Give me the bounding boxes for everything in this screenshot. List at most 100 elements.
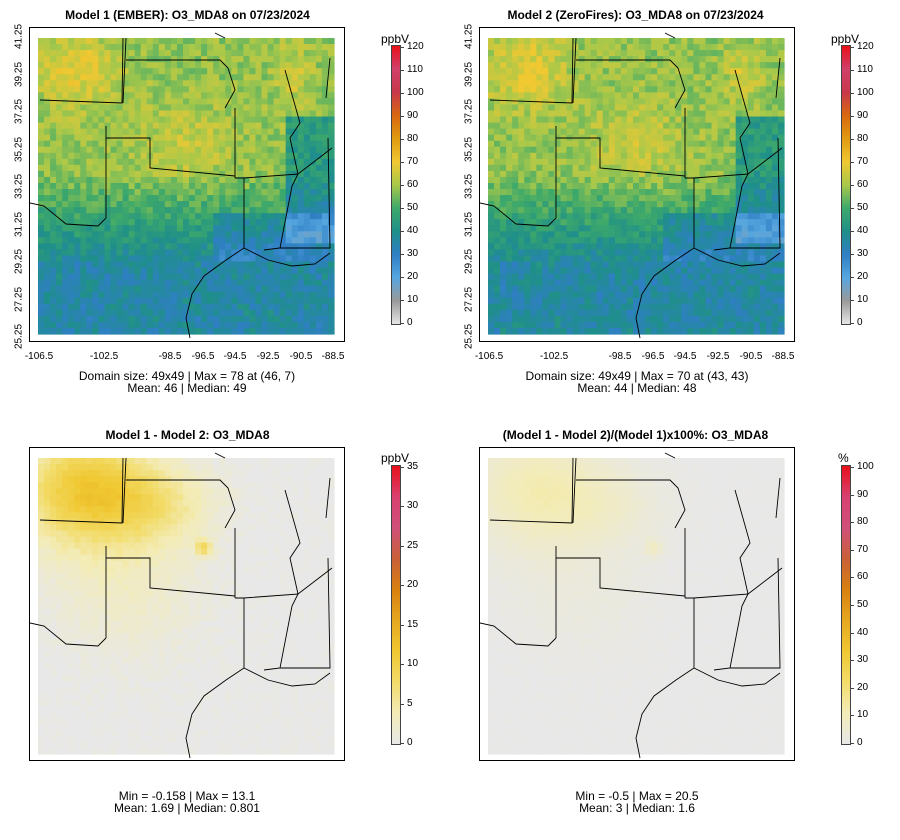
x-tick-label: -102.5 (539, 351, 569, 362)
colorbar-tick-label: 20 (857, 681, 869, 693)
colorbar-tick-label: 120 (857, 41, 874, 52)
colorbar-tick-mark (851, 467, 854, 468)
colorbar-unit: % (838, 451, 849, 465)
grid-cells (38, 458, 335, 755)
colorbar-tick-label: 0 (857, 317, 863, 328)
colorbar-tick-mark (401, 208, 404, 209)
colorbar-tick-mark (851, 743, 854, 744)
colorbar-tick-label: 120 (407, 41, 424, 52)
colorbar-tick-mark (851, 231, 854, 232)
colorbar-tick-label: 5 (407, 697, 413, 709)
colorbar-tick-mark (401, 70, 404, 71)
colorbar-tick-label: 20 (857, 271, 869, 282)
colorbar-tick-label: 35 (407, 461, 419, 472)
y-tick-label: 37.25 (13, 98, 25, 125)
stats-line-1: Domain size: 49x49 | Max = 78 at (46, 7) (78, 369, 296, 383)
colorbar-tick-label: 15 (407, 618, 419, 630)
x-tick-label: -88.5 (321, 351, 345, 362)
colorbar-tick-label: 110 (857, 64, 873, 75)
colorbar-tick-label: 60 (857, 179, 869, 190)
colorbar-tick-label: 110 (407, 64, 423, 75)
colorbar-tick-label: 40 (407, 225, 419, 236)
colorbar-tick-mark (851, 139, 854, 140)
colorbar-tick-mark (851, 162, 854, 163)
state-boundaries (480, 452, 783, 759)
colorbar-tick-label: 10 (407, 658, 419, 670)
y-tick-label: 27.25 (13, 286, 25, 312)
x-tick-label: -98.5 (608, 351, 632, 362)
y-tick-label: 31.25 (13, 211, 25, 237)
y-tick-label: 29.25 (463, 248, 475, 275)
y-tick-label: 27.25 (463, 286, 475, 312)
colorbar-tick-label: 30 (407, 248, 419, 259)
y-tick-label: 39.25 (13, 61, 25, 87)
colorbar (391, 45, 401, 325)
x-tick-label: -92.5 (256, 351, 280, 362)
map-raster (30, 452, 335, 759)
map-frame (479, 27, 795, 342)
colorbar-tick-mark (851, 323, 854, 324)
colorbar-tick-mark (851, 185, 854, 186)
y-tick-label: 31.25 (463, 211, 475, 237)
colorbar-tick-label: 10 (407, 294, 419, 305)
colorbar-tick-mark (401, 300, 404, 301)
colorbar-tick-label: 40 (857, 225, 869, 236)
colorbar-tick-label: 40 (857, 626, 869, 638)
colorbar-tick-mark (401, 93, 404, 94)
colorbar-unit: ppbV (381, 451, 410, 465)
colorbar-tick-mark (401, 231, 404, 232)
colorbar-tick-mark (851, 522, 854, 524)
stats-line-2: Mean: 3 | Median: 1.6 (579, 801, 695, 815)
colorbar-tick-mark (851, 715, 854, 717)
x-tick-label: -90.5 (289, 351, 313, 362)
colorbar-tick-label: 30 (407, 500, 419, 512)
colorbar-tick-mark (401, 162, 404, 163)
colorbar-tick-mark (401, 47, 404, 48)
colorbar-tick-label: 50 (857, 202, 869, 213)
colorbar-tick-mark (851, 577, 854, 579)
stats-line-1: Min = -0.158 | Max = 13.1 (118, 789, 256, 803)
colorbar-tick-mark (851, 660, 854, 662)
panel-title: Model 1 (EMBER): O3_MDA8 on 07/23/2024 (65, 8, 310, 22)
colorbar-tick-mark (851, 687, 854, 689)
x-tick-label: -102.5 (89, 351, 119, 362)
colorbar-tick-mark (401, 585, 404, 587)
colorbar-tick-mark (851, 494, 854, 496)
colorbar-tick-mark (401, 277, 404, 278)
colorbar-tick-label: 0 (857, 737, 863, 748)
colorbar-tick-label: 80 (857, 516, 869, 528)
stats-line-1: Min = -0.5 | Max = 20.5 (575, 789, 699, 803)
colorbar-tick-label: 50 (857, 599, 869, 610)
y-tick-label: 33.25 (463, 173, 475, 200)
map-raster (30, 32, 335, 339)
colorbar-tick-mark (851, 93, 854, 94)
colorbar-tick-mark (851, 254, 854, 255)
grid-cells (488, 38, 785, 335)
map-raster (480, 452, 785, 759)
y-tick-label: 39.25 (463, 61, 475, 87)
colorbar-tick-mark (401, 506, 404, 508)
colorbar-tick-mark (851, 116, 854, 117)
colorbar (391, 465, 401, 745)
colorbar-tick-mark (401, 116, 404, 117)
x-tick-label: -94.5 (673, 351, 697, 362)
colorbar (841, 465, 851, 745)
colorbar-tick-label: 10 (857, 709, 869, 721)
colorbar-tick-mark (851, 549, 854, 551)
x-tick-label: -92.5 (706, 351, 730, 362)
colorbar-tick-label: 80 (407, 133, 419, 144)
x-tick-label: -96.5 (641, 351, 665, 362)
y-tick-label: 41.25 (463, 23, 475, 50)
map-frame (29, 447, 345, 761)
colorbar-tick-mark (401, 743, 404, 744)
stats-line-2: Mean: 1.69 | Median: 0.801 (114, 801, 260, 815)
map-frame (29, 27, 345, 342)
colorbar-tick-mark (851, 70, 854, 71)
colorbar-tick-label: 30 (857, 654, 869, 666)
x-tick-label: -90.5 (739, 351, 763, 362)
state-boundaries (480, 32, 783, 339)
panel-title: Model 1 - Model 2: O3_MDA8 (105, 428, 270, 442)
colorbar-tick-mark (851, 277, 854, 278)
colorbar-tick-mark (851, 208, 854, 209)
colorbar-tick-mark (851, 300, 854, 301)
